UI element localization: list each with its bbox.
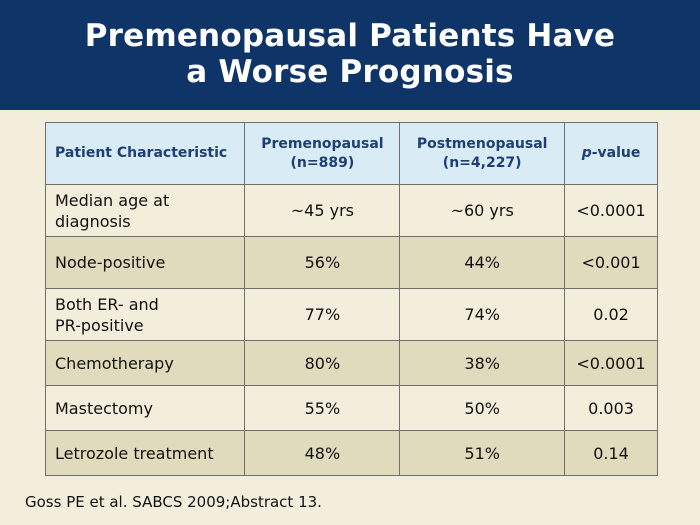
row-pvalue: 0.14 <box>564 430 658 476</box>
header-pvalue: p-value <box>564 122 658 185</box>
row-label-line-2: diagnosis <box>55 211 131 231</box>
row-postmenopausal: 50% <box>399 385 566 431</box>
row-pvalue: 0.003 <box>564 385 658 431</box>
header-premenopausal-n: (n=889) <box>290 154 355 171</box>
row-pvalue: 0.02 <box>564 288 658 341</box>
row-label: Both ER- and PR-positive <box>44 288 246 341</box>
citation-footnote: Goss PE et al. SABCS 2009;Abstract 13. <box>25 493 322 511</box>
table-header-row: Patient Characteristic Premenopausal (n=… <box>44 122 658 185</box>
row-premenopausal: 48% <box>244 430 401 476</box>
row-label: Letrozole treatment <box>44 430 246 476</box>
slide-title-banner: Premenopausal Patients Have a Worse Prog… <box>0 0 700 110</box>
row-premenopausal: 55% <box>244 385 401 431</box>
table-row: Chemotherapy 80% 38% <0.0001 <box>44 340 658 386</box>
table-row: Letrozole treatment 48% 51% 0.14 <box>44 430 658 476</box>
row-premenopausal: 56% <box>244 236 401 289</box>
header-pvalue-rest: -value <box>591 145 641 161</box>
row-pvalue: <0.001 <box>564 236 658 289</box>
row-label: Mastectomy <box>44 385 246 431</box>
header-postmenopausal-n: (n=4,227) <box>442 154 522 171</box>
characteristics-table: Patient Characteristic Premenopausal (n=… <box>44 122 658 476</box>
row-premenopausal: 77% <box>244 288 401 341</box>
table-row: Both ER- and PR-positive 77% 74% 0.02 <box>44 288 658 341</box>
row-postmenopausal: 51% <box>399 430 566 476</box>
header-postmenopausal: Postmenopausal (n=4,227) <box>399 122 566 185</box>
table-row: Node-positive 56% 44% <0.001 <box>44 236 658 289</box>
header-characteristic: Patient Characteristic <box>44 122 246 185</box>
slide-title-line-1: Premenopausal Patients Have <box>84 18 616 54</box>
row-postmenopausal: 44% <box>399 236 566 289</box>
row-postmenopausal: 38% <box>399 340 566 386</box>
row-pvalue: <0.0001 <box>564 184 658 237</box>
table-row: Median age at diagnosis ~45 yrs ~60 yrs … <box>44 184 658 237</box>
row-label-line-1: Both ER- and <box>55 294 159 314</box>
table-row: Mastectomy 55% 50% 0.003 <box>44 385 658 431</box>
header-premenopausal: Premenopausal (n=889) <box>244 122 401 185</box>
row-postmenopausal: 74% <box>399 288 566 341</box>
row-label: Node-positive <box>44 236 246 289</box>
slide-title-line-2: a Worse Prognosis <box>186 54 514 90</box>
row-pvalue: <0.0001 <box>564 340 658 386</box>
row-label-line-2: PR-positive <box>55 315 144 335</box>
row-label-line-1: Median age at <box>55 190 170 210</box>
row-postmenopausal: ~60 yrs <box>399 184 566 237</box>
row-premenopausal: ~45 yrs <box>244 184 401 237</box>
row-label: Median age at diagnosis <box>44 184 246 237</box>
header-postmenopausal-label: Postmenopausal <box>416 135 548 152</box>
row-premenopausal: 80% <box>244 340 401 386</box>
header-premenopausal-label: Premenopausal <box>261 135 384 152</box>
header-pvalue-p: p <box>581 145 592 161</box>
row-label: Chemotherapy <box>44 340 246 386</box>
